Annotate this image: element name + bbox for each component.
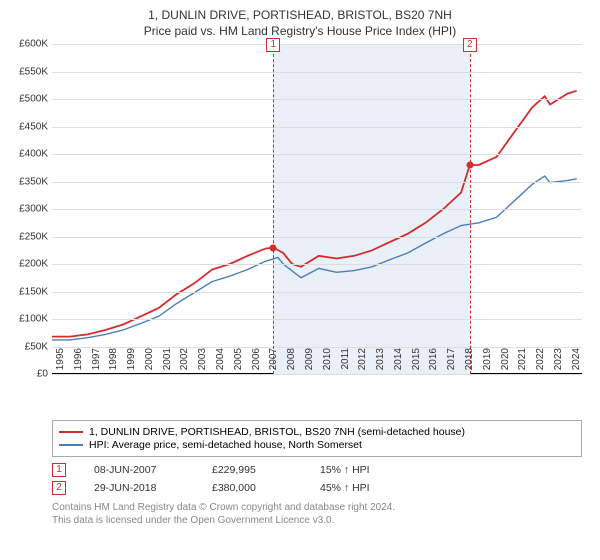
gridline [52, 264, 582, 265]
y-tick-label: £50K [10, 341, 48, 352]
x-tick-label: 2023 [553, 348, 564, 378]
title-address: 1, DUNLIN DRIVE, PORTISHEAD, BRISTOL, BS… [10, 8, 590, 22]
x-tick-label: 2013 [375, 348, 386, 378]
x-tick-label: 2015 [411, 348, 422, 378]
y-tick-label: £400K [10, 149, 48, 160]
x-tick-label: 2008 [286, 348, 297, 378]
marker-box-1: 1 [266, 38, 280, 52]
sale-price: £380,000 [212, 482, 292, 494]
x-tick-label: 2019 [482, 348, 493, 378]
y-tick-label: £300K [10, 204, 48, 215]
gridline [52, 154, 582, 155]
gridline [52, 182, 582, 183]
sale-marker-box: 2 [52, 481, 66, 495]
x-tick-label: 1997 [91, 348, 102, 378]
x-tick-label: 2004 [215, 348, 226, 378]
x-tick-label: 2010 [322, 348, 333, 378]
marker-box-2: 2 [463, 38, 477, 52]
x-tick-label: 2007 [268, 348, 279, 378]
x-tick-label: 2009 [304, 348, 315, 378]
sale-price: £229,995 [212, 464, 292, 476]
plot-region [52, 44, 582, 374]
x-tick-label: 2022 [535, 348, 546, 378]
gridline [52, 237, 582, 238]
gridline [52, 44, 582, 45]
gridline [52, 319, 582, 320]
legend-item: 1, DUNLIN DRIVE, PORTISHEAD, BRISTOL, BS… [59, 426, 575, 438]
y-tick-label: £350K [10, 176, 48, 187]
x-tick-label: 2003 [197, 348, 208, 378]
x-tick-label: 2012 [357, 348, 368, 378]
marker-line-1 [273, 44, 274, 374]
legend-swatch [59, 444, 83, 446]
gridline [52, 292, 582, 293]
x-tick-label: 2002 [179, 348, 190, 378]
x-tick-label: 2020 [500, 348, 511, 378]
gridline [52, 209, 582, 210]
x-tick-label: 2017 [446, 348, 457, 378]
y-tick-label: £200K [10, 259, 48, 270]
title-subtitle: Price paid vs. HM Land Registry's House … [10, 24, 590, 38]
sale-pct: 45% ↑ HPI [320, 482, 410, 494]
x-tick-label: 2006 [251, 348, 262, 378]
marker-line-2 [470, 44, 471, 374]
footer-line1: Contains HM Land Registry data © Crown c… [52, 501, 590, 514]
y-tick-label: £550K [10, 66, 48, 77]
series-property [52, 91, 577, 337]
legend-label: 1, DUNLIN DRIVE, PORTISHEAD, BRISTOL, BS… [89, 426, 465, 438]
legend-swatch [59, 431, 83, 433]
x-tick-label: 2014 [393, 348, 404, 378]
sale-date: 08-JUN-2007 [94, 464, 184, 476]
gridline [52, 99, 582, 100]
marker-dot-1 [270, 244, 277, 251]
gridline [52, 72, 582, 73]
y-tick-label: £150K [10, 286, 48, 297]
sale-date: 29-JUN-2018 [94, 482, 184, 494]
y-tick-label: £500K [10, 94, 48, 105]
x-tick-label: 2018 [464, 348, 475, 378]
sale-row: 1 08-JUN-2007 £229,995 15% ↑ HPI [52, 463, 590, 477]
x-tick-label: 2000 [144, 348, 155, 378]
x-tick-label: 1998 [108, 348, 119, 378]
x-tick-label: 2016 [428, 348, 439, 378]
legend-label: HPI: Average price, semi-detached house,… [89, 439, 362, 451]
y-tick-label: £600K [10, 39, 48, 50]
x-tick-label: 2011 [340, 348, 351, 378]
x-tick-label: 2005 [233, 348, 244, 378]
sale-row: 2 29-JUN-2018 £380,000 45% ↑ HPI [52, 481, 590, 495]
x-tick-label: 2001 [162, 348, 173, 378]
y-tick-label: £0 [10, 369, 48, 380]
x-tick-label: 2021 [517, 348, 528, 378]
x-tick-label: 1996 [73, 348, 84, 378]
x-tick-label: 1995 [55, 348, 66, 378]
chart-container: 1, DUNLIN DRIVE, PORTISHEAD, BRISTOL, BS… [0, 0, 600, 560]
x-tick-label: 1999 [126, 348, 137, 378]
sales-table: 1 08-JUN-2007 £229,995 15% ↑ HPI 2 29-JUN-201… [52, 463, 590, 495]
legend: 1, DUNLIN DRIVE, PORTISHEAD, BRISTOL, BS… [52, 420, 582, 457]
sale-marker-box: 1 [52, 463, 66, 477]
titles: 1, DUNLIN DRIVE, PORTISHEAD, BRISTOL, BS… [10, 8, 590, 38]
y-tick-label: £250K [10, 231, 48, 242]
sale-pct: 15% ↑ HPI [320, 464, 410, 476]
gridline [52, 127, 582, 128]
x-tick-label: 2024 [571, 348, 582, 378]
y-tick-label: £100K [10, 314, 48, 325]
y-tick-label: £450K [10, 121, 48, 132]
marker-dot-2 [466, 162, 473, 169]
footer: Contains HM Land Registry data © Crown c… [52, 501, 590, 527]
footer-line2: This data is licensed under the Open Gov… [52, 514, 590, 527]
legend-item: HPI: Average price, semi-detached house,… [59, 439, 575, 451]
chart-area: £0 £50K £100K £150K £200K £250K £300K £350K £400… [10, 44, 588, 414]
